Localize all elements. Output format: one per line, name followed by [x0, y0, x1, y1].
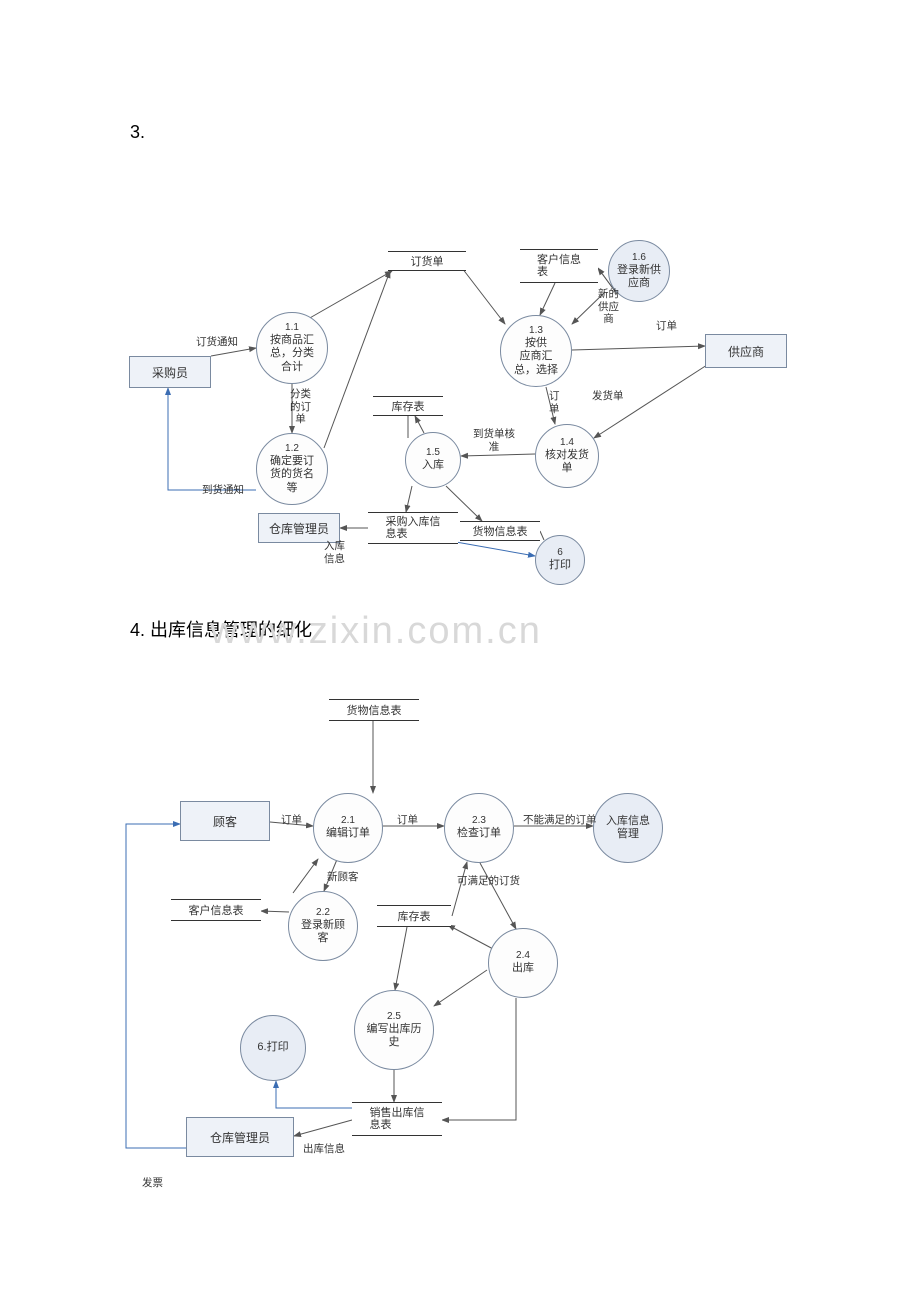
node-print-2: 6.打印	[240, 1015, 306, 1081]
node-1-3-text: 按供 应商汇 总，选择	[514, 337, 558, 377]
box-customer-label: 顾客	[213, 813, 237, 830]
node-1-3: 1.3 按供 应商汇 总，选择	[500, 315, 572, 387]
label-new-cust: 新顾客	[327, 871, 359, 884]
node-2-1: 2.1 编辑订单	[313, 793, 383, 863]
label-order-notice: 订货通知	[196, 336, 238, 349]
node-1-2-num: 1.2	[285, 443, 299, 455]
store-customer-tbl-1-label: 客户信息 表	[537, 254, 581, 278]
label-delivery: 发货单	[592, 390, 624, 403]
store-purchase-tbl: 采购入库信 息表	[368, 512, 458, 544]
label-order-a2: 订单	[281, 814, 302, 827]
node-2-3: 2.3 检查订单	[444, 793, 514, 863]
node-1-1-num: 1.1	[285, 322, 299, 334]
node-1-1: 1.1 按商品汇 总，分类 合计	[256, 312, 328, 384]
box-supplier-label: 供应商	[728, 343, 764, 360]
store-goods-tbl-1-label: 货物信息表	[473, 523, 528, 539]
label-fulfilled: 可满足的订货	[457, 875, 520, 888]
label-classified: 分类 的订 单	[290, 388, 311, 426]
box-warehouse-1: 仓库管理员	[258, 513, 340, 543]
node-in-mgmt: 入库信息 管理	[593, 793, 663, 863]
store-purchase-tbl-label: 采购入库信 息表	[386, 516, 441, 540]
label-arrival-notice: 到货通知	[202, 484, 244, 497]
node-2-3-text: 检查订单	[457, 827, 501, 840]
node-2-4-text: 出库	[512, 962, 534, 975]
node-2-5-text: 编写出库历 史	[367, 1023, 422, 1049]
label-order-a: 订 单	[549, 390, 560, 415]
box-customer: 顾客	[180, 801, 270, 841]
box-buyer: 采购员	[129, 356, 211, 388]
label-out-info: 出库信息	[303, 1143, 345, 1156]
node-1-1-text: 按商品汇 总，分类 合计	[270, 334, 314, 374]
store-stock-tbl-1-label: 库存表	[392, 398, 425, 414]
box-warehouse-1-label: 仓库管理员	[269, 520, 329, 537]
section-3-number: 3.	[130, 122, 145, 143]
store-sales-tbl: 销售出库信 息表	[352, 1102, 442, 1136]
store-goods-tbl-1: 货物信息表	[460, 521, 540, 541]
box-buyer-label: 采购员	[152, 364, 188, 381]
node-1-4-text: 核对发货 单	[545, 449, 589, 475]
node-2-5-num: 2.5	[387, 1011, 401, 1023]
label-new-supplier: 新的 供应 商	[598, 288, 619, 326]
node-1-4-num: 1.4	[560, 437, 574, 449]
node-1-4: 1.4 核对发货 单	[535, 424, 599, 488]
store-goods-tbl-2-label: 货物信息表	[347, 702, 402, 718]
store-goods-tbl-2: 货物信息表	[329, 699, 419, 721]
label-order-b: 订单	[656, 320, 677, 333]
node-print-1-num: 6	[557, 547, 563, 559]
box-warehouse-2: 仓库管理员	[186, 1117, 294, 1157]
label-in-info: 入库 信息	[324, 540, 345, 565]
node-1-5-num: 1.5	[426, 447, 440, 459]
node-1-2: 1.2 确定要订 货的货名 等	[256, 433, 328, 505]
label-unfulfilled: 不能满足的订单	[523, 814, 597, 827]
node-2-5: 2.5 编写出库历 史	[354, 990, 434, 1070]
store-sales-tbl-label: 销售出库信 息表	[370, 1107, 425, 1131]
box-supplier: 供应商	[705, 334, 787, 368]
store-stock-tbl-2: 库存表	[377, 905, 451, 927]
store-stock-tbl-2-label: 库存表	[398, 908, 431, 924]
node-1-3-num: 1.3	[529, 325, 543, 337]
node-2-2-text: 登录新顾 客	[301, 919, 345, 945]
node-1-6-text: 登录新供 应商	[617, 264, 661, 290]
node-2-3-num: 2.3	[472, 815, 486, 827]
node-2-4: 2.4 出库	[488, 928, 558, 998]
watermark: www.zixin.com.cn	[210, 610, 542, 653]
store-customer-tbl-1: 客户信息 表	[520, 249, 598, 283]
node-2-1-num: 2.1	[341, 815, 355, 827]
node-print-1: 6 打印	[535, 535, 585, 585]
store-customer-tbl-2: 客户信息表	[171, 899, 261, 921]
store-customer-tbl-2-label: 客户信息表	[189, 902, 244, 918]
node-2-2-num: 2.2	[316, 907, 330, 919]
node-print-2-text: 6.打印	[257, 1041, 288, 1054]
store-order-form-label: 订货单	[411, 253, 444, 269]
label-invoice: 发票	[142, 1177, 163, 1190]
label-order-b2: 订单	[397, 814, 418, 827]
node-1-5-text: 入库	[422, 459, 444, 472]
node-2-1-text: 编辑订单	[326, 827, 370, 840]
store-order-form: 订货单	[388, 251, 466, 271]
node-2-2: 2.2 登录新顾 客	[288, 891, 358, 961]
node-1-5: 1.5 入库	[405, 432, 461, 488]
store-stock-tbl-1: 库存表	[373, 396, 443, 416]
node-1-6-num: 1.6	[632, 252, 646, 264]
node-in-mgmt-text: 入库信息 管理	[606, 815, 650, 841]
node-print-1-text: 打印	[549, 559, 571, 572]
box-warehouse-2-label: 仓库管理员	[210, 1129, 270, 1146]
label-arrival-check: 到货单核 准	[473, 428, 515, 453]
node-2-4-num: 2.4	[516, 950, 530, 962]
node-1-2-text: 确定要订 货的货名 等	[270, 455, 314, 495]
